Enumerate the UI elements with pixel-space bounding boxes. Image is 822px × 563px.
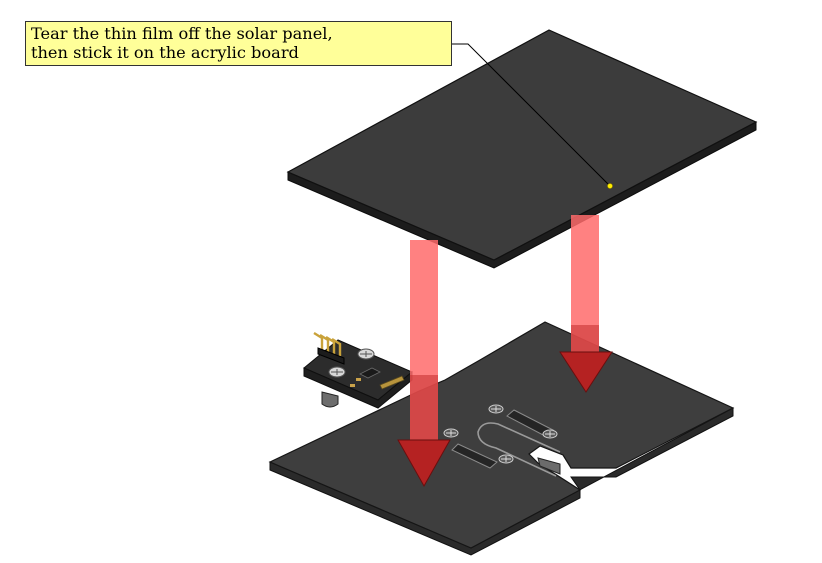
pcb-pads [379,375,405,390]
pcb-component [350,384,355,387]
arrow-right-head [559,351,613,393]
pcb-screw-left [328,366,346,378]
callout-line-2: then stick it on the acrylic board [31,43,299,62]
arrow-left-shaft-shade [410,375,438,440]
arrow-left [397,240,451,488]
callout-line-1: Tear the thin film off the solar panel, [31,24,333,43]
board-tab [537,457,561,475]
callout-leader [452,43,613,189]
board-slot-left [451,443,498,469]
arrow-right-shaft-shade [571,325,599,352]
pcb-screw-right [357,348,375,360]
instruction-callout: Tear the thin film off the solar panel, … [25,21,452,66]
acrylic-board-top [268,321,735,549]
board-screw-1 [488,404,504,414]
acrylic-board-edge [269,407,734,556]
pcb-component [356,378,361,381]
pcb-standoff [321,391,339,408]
pcb-chip [359,367,381,379]
board-screw-4 [498,454,514,464]
solar-panel-top [286,29,758,261]
arrow-left-head [397,439,451,488]
board-u-slot [477,422,561,477]
arrow-right-shaft [571,215,599,352]
arrow-right [559,215,613,393]
header-pins [313,331,345,365]
board-screw-3 [443,428,459,438]
solar-panel [286,29,758,269]
sensor-module [303,331,413,409]
board-screw-2 [542,429,558,439]
acrylic-board [268,321,735,556]
leader-line [452,43,611,187]
leader-dot [607,183,613,189]
